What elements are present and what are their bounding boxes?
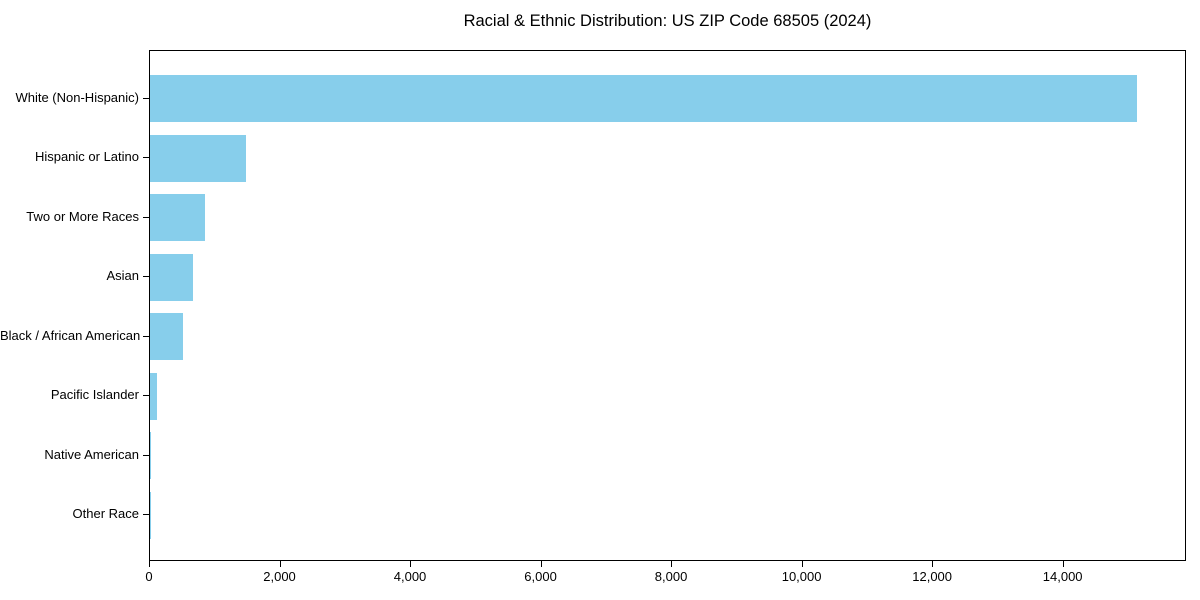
bar: [150, 75, 1138, 122]
bar: [150, 432, 151, 479]
x-tick-label: 2,000: [263, 569, 296, 584]
y-tick-label: Hispanic or Latino: [34, 149, 139, 164]
y-tick-label: Two or More Races: [26, 208, 139, 224]
bar: [150, 372, 157, 420]
x-tick-mark: [279, 561, 281, 567]
y-tick-label: White (Non-Hispanic): [15, 89, 139, 105]
x-tick-label: 0: [145, 569, 153, 584]
y-tick-mark: [143, 276, 149, 277]
y-tick-mark: [143, 335, 149, 337]
x-tick-label: 10,000: [781, 569, 822, 584]
x-tick-label: 4,000: [393, 569, 427, 584]
bar: [150, 313, 183, 360]
x-tick-label: 14,000: [1042, 569, 1083, 584]
x-tick-mark: [410, 561, 412, 567]
y-tick-label: Native American: [44, 446, 139, 462]
bar: [150, 134, 246, 182]
y-tick-mark: [143, 454, 149, 456]
x-tick-mark: [149, 561, 150, 567]
x-tick-mark: [1062, 561, 1064, 567]
y-tick-label: Other Race: [72, 506, 139, 521]
chart-title: Racial & Ethnic Distribution: US ZIP Cod…: [463, 12, 872, 30]
y-tick-mark: [143, 216, 149, 218]
x-tick-label: 12,000: [912, 569, 953, 584]
y-tick-mark: [143, 97, 149, 99]
y-tick-label: Asian: [106, 268, 139, 283]
x-tick-mark: [801, 561, 803, 567]
x-tick-label: 8,000: [654, 569, 688, 584]
bar: [150, 491, 151, 539]
y-tick-label: Pacific Islander: [50, 387, 139, 402]
x-tick-mark: [932, 561, 934, 567]
y-tick-mark: [143, 514, 149, 515]
bar: [150, 253, 194, 301]
y-tick-mark: [143, 395, 149, 396]
y-tick-mark: [143, 157, 149, 158]
plot-area: [149, 50, 1186, 561]
bar: [150, 194, 205, 241]
x-tick-mark: [540, 561, 542, 567]
x-tick-mark: [671, 561, 673, 567]
y-tick-label: Black / African American: [0, 327, 141, 343]
x-tick-label: 6,000: [524, 569, 557, 584]
